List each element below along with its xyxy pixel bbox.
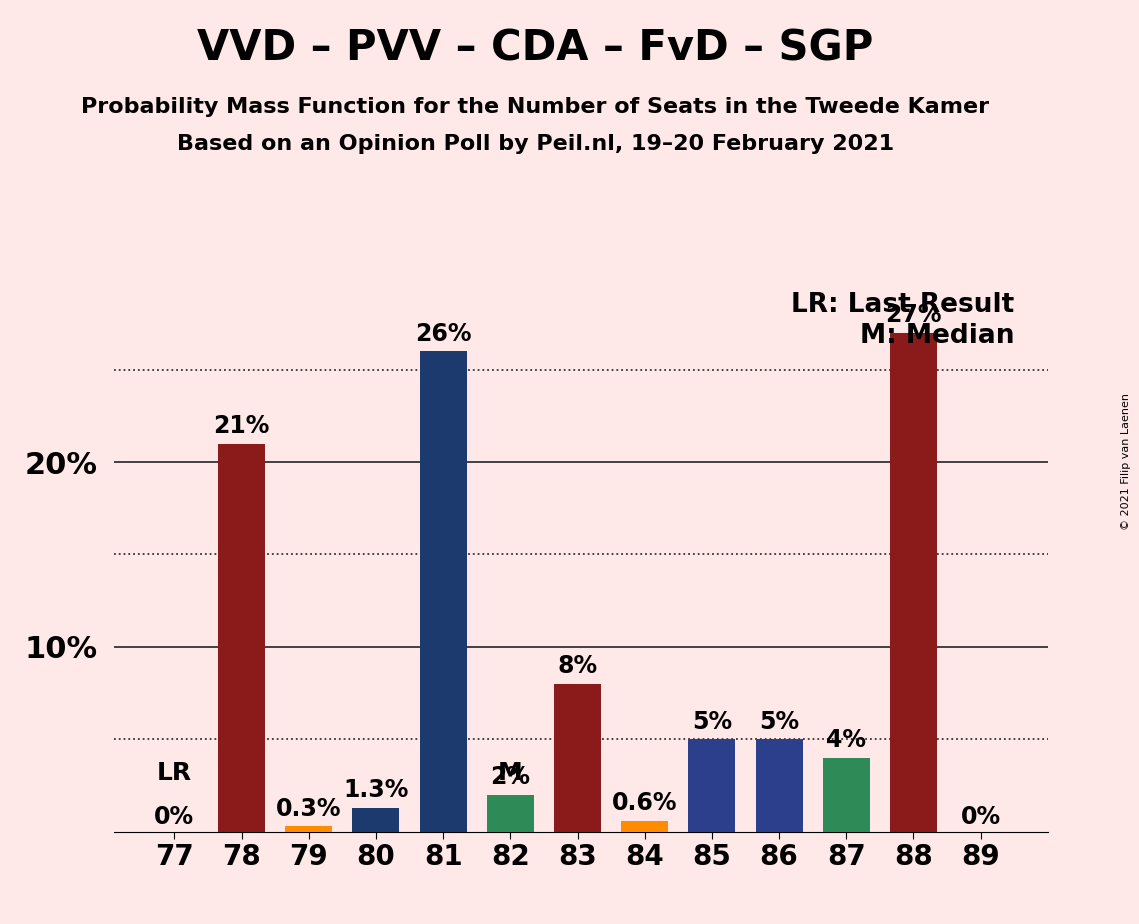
Text: 27%: 27% — [885, 303, 942, 327]
Text: 4%: 4% — [826, 728, 867, 752]
Text: 2%: 2% — [490, 765, 531, 789]
Text: VVD – PVV – CDA – FvD – SGP: VVD – PVV – CDA – FvD – SGP — [197, 28, 874, 69]
Text: © 2021 Filip van Laenen: © 2021 Filip van Laenen — [1121, 394, 1131, 530]
Text: 21%: 21% — [213, 414, 270, 438]
Text: 5%: 5% — [759, 710, 800, 734]
Text: 0.6%: 0.6% — [612, 791, 678, 815]
Text: LR: LR — [157, 761, 192, 785]
Text: M: Median: M: Median — [860, 323, 1015, 349]
Text: 8%: 8% — [557, 654, 598, 678]
Bar — [621, 821, 669, 832]
Bar — [419, 351, 467, 832]
Bar — [554, 684, 601, 832]
Text: Based on an Opinion Poll by Peil.nl, 19–20 February 2021: Based on an Opinion Poll by Peil.nl, 19–… — [177, 134, 894, 154]
Bar — [755, 739, 803, 832]
Text: 0%: 0% — [154, 805, 195, 829]
Bar — [688, 739, 736, 832]
Text: M: M — [498, 761, 523, 785]
Text: 0%: 0% — [960, 805, 1001, 829]
Bar — [486, 795, 534, 832]
Text: Probability Mass Function for the Number of Seats in the Tweede Kamer: Probability Mass Function for the Number… — [81, 97, 990, 117]
Bar — [890, 333, 937, 832]
Bar — [285, 826, 333, 832]
Text: 26%: 26% — [415, 322, 472, 346]
Text: LR: Last Result: LR: Last Result — [790, 292, 1015, 318]
Text: 0.3%: 0.3% — [276, 796, 342, 821]
Text: 5%: 5% — [691, 710, 732, 734]
Bar — [822, 758, 870, 832]
Bar — [218, 444, 265, 832]
Text: 1.3%: 1.3% — [343, 778, 409, 802]
Bar — [352, 808, 400, 832]
